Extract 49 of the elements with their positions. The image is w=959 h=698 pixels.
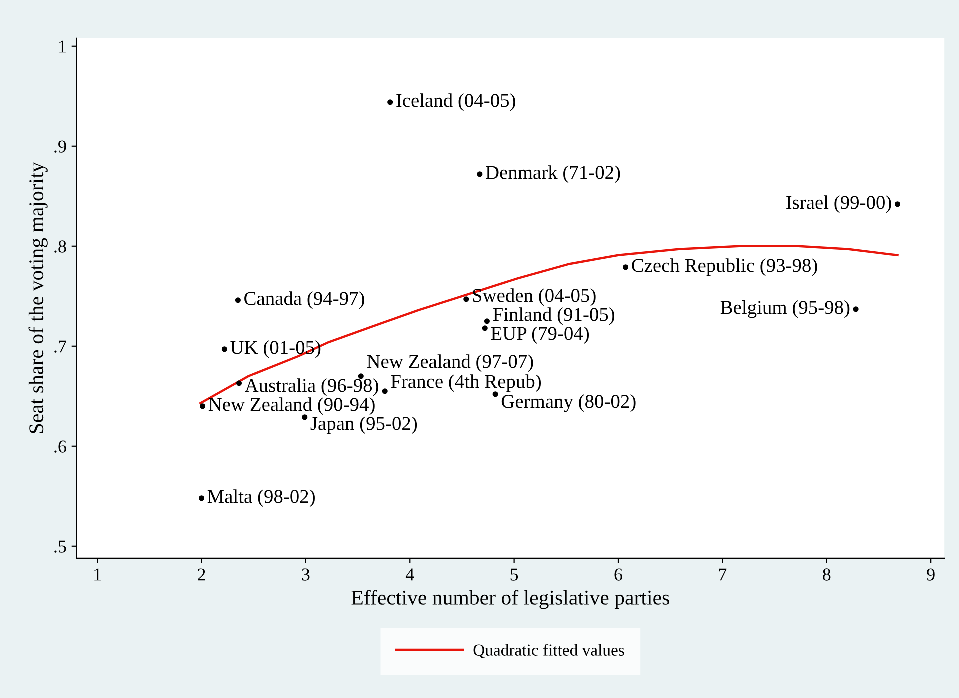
series-label: Denmark (71-02) xyxy=(486,166,620,184)
series-label: Japan (95-02) xyxy=(310,416,418,434)
series-label: Australia (96-98) xyxy=(245,378,378,396)
point xyxy=(623,264,629,270)
series-label: France (4th Repub) xyxy=(391,374,542,392)
point xyxy=(198,496,205,502)
x-tick-label: 5 xyxy=(510,568,518,581)
x-tick-label: 3 xyxy=(302,568,310,581)
y-tick-label: .5 xyxy=(54,540,66,553)
x-tick-label: 9 xyxy=(927,568,935,581)
point xyxy=(894,202,901,208)
series-label: Germany (80-02) xyxy=(502,394,636,412)
point xyxy=(235,298,241,304)
series-label: Czech Republic (93-98) xyxy=(632,258,818,276)
series-label: Malta (98-02) xyxy=(208,490,315,508)
series-label: Iceland (04-05) xyxy=(396,94,516,112)
x-axis-title: Effective number of legislative parties xyxy=(352,590,670,610)
y-tick-label: .7 xyxy=(54,340,66,353)
x-tick-label: 4 xyxy=(406,568,414,581)
x-tick-label: 7 xyxy=(719,568,727,581)
series-label: New Zealand (90-94) xyxy=(208,398,375,416)
point xyxy=(464,296,470,302)
point xyxy=(482,326,488,332)
y-tick-label: .9 xyxy=(54,140,66,153)
series-label: Sweden (04-05) xyxy=(473,288,596,306)
series-label: EUP (79-04) xyxy=(491,326,590,344)
y-tick-label: .8 xyxy=(54,240,66,253)
x-tick-label: 1 xyxy=(94,568,101,581)
point xyxy=(302,414,308,420)
x-tick-label: 8 xyxy=(823,568,831,581)
x-tick-label: 2 xyxy=(198,568,206,581)
point xyxy=(484,318,490,324)
series-label: Israel (99-00) xyxy=(786,196,892,214)
point xyxy=(236,380,242,386)
point xyxy=(382,388,388,394)
point xyxy=(222,346,228,352)
point xyxy=(388,100,394,106)
x-tick-label: 6 xyxy=(614,568,622,581)
series-label: New Zealand (97-07) xyxy=(367,354,534,372)
series-label: Finland (91-05) xyxy=(493,308,615,326)
y-tick-label: 1 xyxy=(60,40,66,53)
series-label: Belgium (95-98) xyxy=(720,300,850,318)
point xyxy=(200,404,206,410)
point xyxy=(477,172,483,178)
legend-label: Quadratic fitted values xyxy=(474,644,624,659)
point xyxy=(853,306,859,312)
y-tick-label: .6 xyxy=(54,440,66,453)
y-axis-title: Seat share of the voting majority xyxy=(28,162,48,434)
series-label: Canada (94-97) xyxy=(244,292,364,310)
